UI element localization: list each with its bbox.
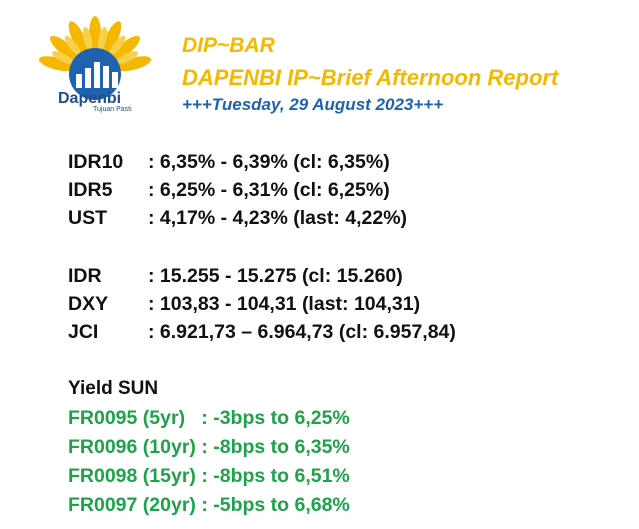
market-row-dxy: DXY : 103,83 - 104,31 (last: 104,31) [68,290,456,318]
logo-name: Dapenbi [58,90,122,107]
markets-section: IDR : 15.255 - 15.275 (cl: 15.260) DXY : 1… [68,262,456,346]
bond-yields-section: IDR10 : 6,35% - 6,39% (cl: 6,35%) IDR5 : 6… [68,148,407,232]
bond-value: : 6,25% - 6,31% (cl: 6,25%) [148,179,390,201]
report-subtitle: DAPENBI IP~Brief Afternoon Report [182,65,559,90]
sun-row-fr0096: FR0096 (10yr) : -8bps to 6,35% [68,436,350,458]
bond-label: UST [68,207,107,229]
sun-row-fr0098: FR0098 (15yr) : -8bps to 6,51% [68,465,350,487]
report-date: +++Tuesday, 29 August 2023+++ [182,95,444,114]
market-row-idr: IDR : 15.255 - 15.275 (cl: 15.260) [68,262,456,290]
bond-value: : 4,17% - 4,23% (last: 4,22%) [148,207,408,229]
market-label: IDR [68,265,102,287]
bond-label: IDR10 [68,151,124,173]
market-label: JCI [68,321,99,343]
bond-row-ust: UST : 4,17% - 4,23% (last: 4,22%) [68,204,407,232]
yield-sun-section: Yield SUN FR0095 (5yr) : -3bps to 6,25% … [68,374,350,520]
logo-tagline: Tujuan Pasti [93,106,132,113]
sun-row-fr0097: FR0097 (20yr) : -5bps to 6,68% [68,494,350,516]
market-label: DXY [68,293,109,315]
sun-row-fr0095: FR0095 (5yr) : -3bps to 6,25% [68,407,350,429]
yield-sun-title: Yield SUN [68,378,159,399]
report-title: DIP~BAR [182,34,275,57]
bond-value: : 6,35% - 6,39% (cl: 6,35%) [148,151,390,173]
market-value: : 6.921,73 – 6.964,73 (cl: 6.957,84) [148,321,456,343]
bond-row-idr5: IDR5 : 6,25% - 6,31% (cl: 6,25%) [68,176,407,204]
market-value: : 103,83 - 104,31 (last: 104,31) [148,293,421,315]
sunburst-logo-icon [38,16,152,100]
market-row-jci: JCI : 6.921,73 – 6.964,73 (cl: 6.957,84) [68,318,456,346]
bond-row-idr10: IDR10 : 6,35% - 6,39% (cl: 6,35%) [68,148,407,176]
bond-label: IDR5 [68,179,113,201]
market-value: : 15.255 - 15.275 (cl: 15.260) [148,265,403,287]
